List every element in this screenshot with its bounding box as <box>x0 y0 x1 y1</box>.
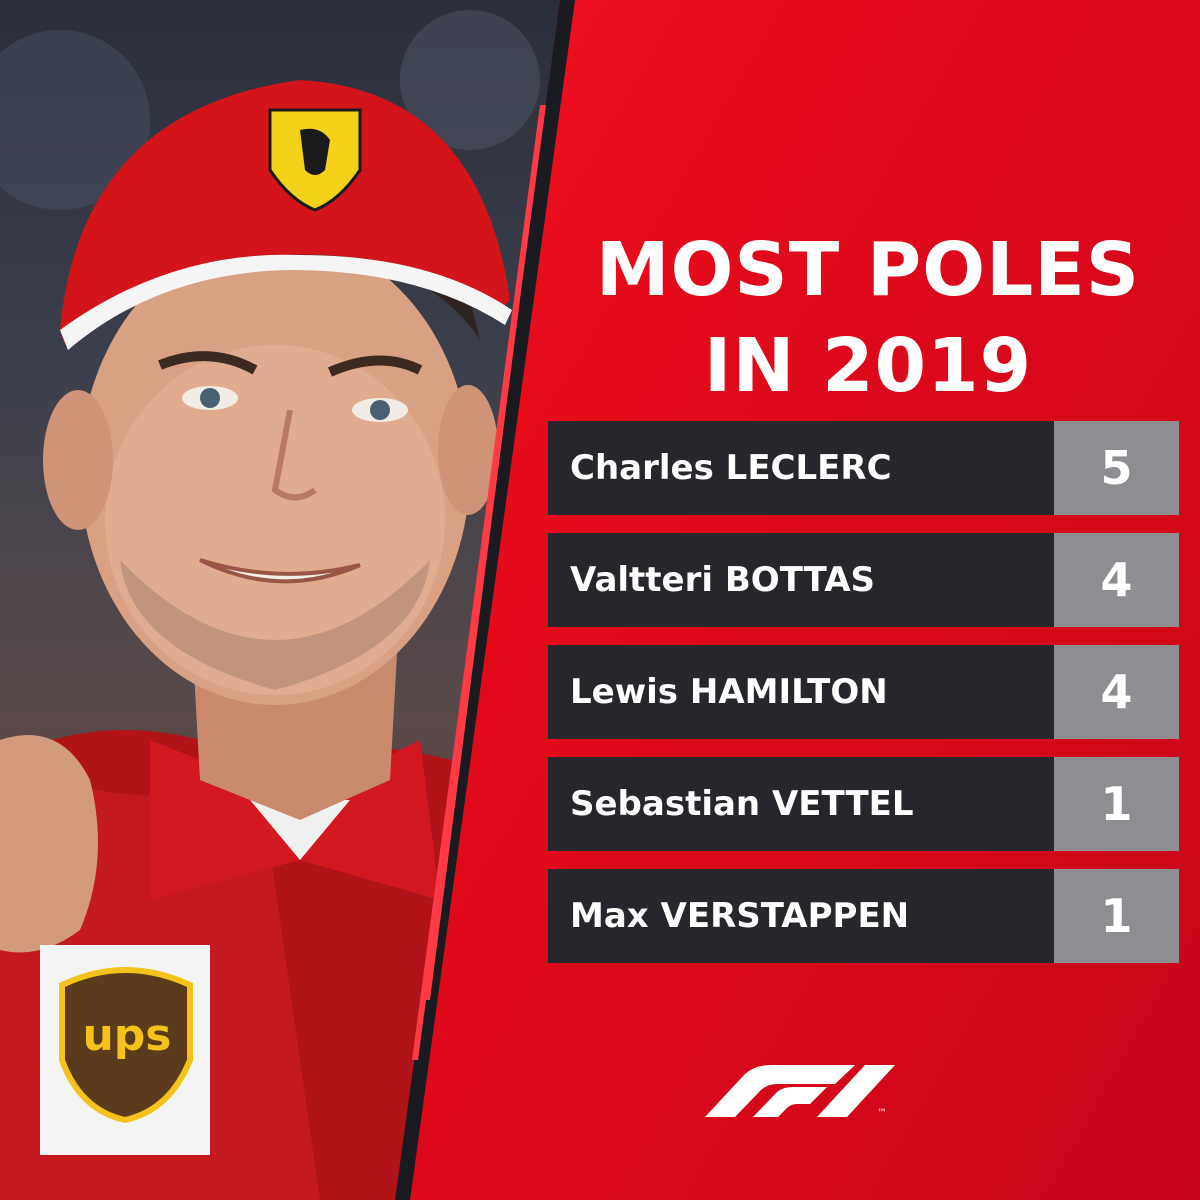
table-row: Charles LECLERC 5 <box>548 421 1179 515</box>
driver-illustration-icon <box>0 10 560 1200</box>
title-line-2: IN 2019 <box>703 323 1033 409</box>
driver-name: Valtteri BOTTAS <box>548 533 1054 627</box>
poles-table: Charles LECLERC 5 Valtteri BOTTAS 4 Lewi… <box>548 421 1179 981</box>
page-title: MOST POLES IN 2019 <box>548 222 1188 414</box>
pole-count: 1 <box>1054 869 1179 963</box>
table-row: Valtteri BOTTAS 4 <box>548 533 1179 627</box>
table-row: Lewis HAMILTON 4 <box>548 645 1179 739</box>
f1-logo-icon: ™ <box>705 1062 895 1126</box>
table-row: Sebastian VETTEL 1 <box>548 757 1179 851</box>
driver-name: Lewis HAMILTON <box>548 645 1054 739</box>
pole-count: 4 <box>1054 533 1179 627</box>
title-line-1: MOST POLES <box>595 227 1141 313</box>
driver-name: Charles LECLERC <box>548 421 1054 515</box>
pole-count: 1 <box>1054 757 1179 851</box>
sponsor-text: ups <box>82 1010 172 1061</box>
pole-count: 5 <box>1054 421 1179 515</box>
trademark-symbol: ™ <box>877 1108 887 1119</box>
driver-name: Sebastian VETTEL <box>548 757 1054 851</box>
driver-name: Max VERSTAPPEN <box>548 869 1054 963</box>
pole-count: 4 <box>1054 645 1179 739</box>
table-row: Max VERSTAPPEN 1 <box>548 869 1179 963</box>
